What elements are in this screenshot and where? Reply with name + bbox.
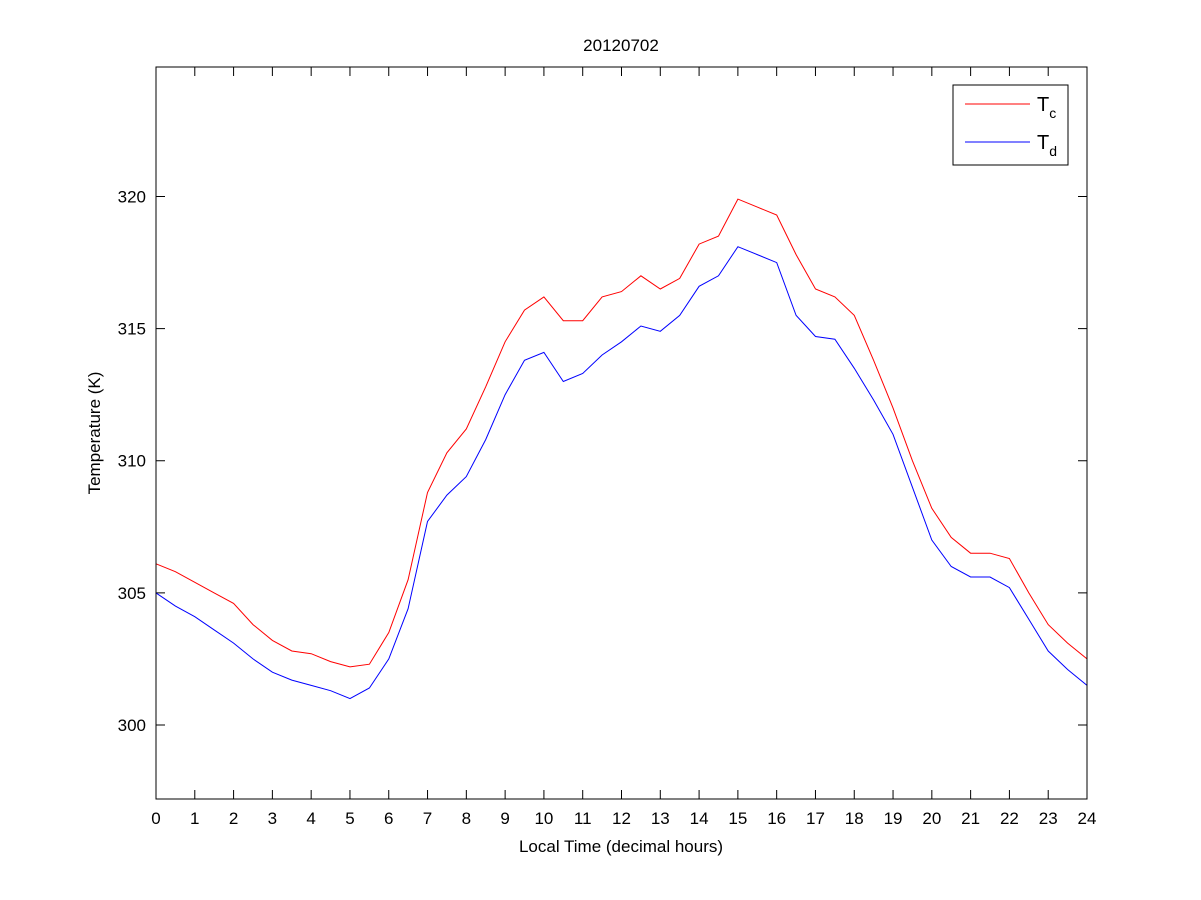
- x-tick-label: 4: [306, 809, 315, 828]
- legend-label-tc: Tc: [1037, 94, 1056, 121]
- x-tick-label: 24: [1078, 809, 1097, 828]
- y-tick-label: 315: [118, 320, 146, 339]
- x-tick-label: 3: [268, 809, 277, 828]
- x-tick-label: 11: [574, 809, 592, 828]
- x-tick-label: 7: [423, 809, 432, 828]
- x-tick-label: 21: [961, 809, 980, 828]
- x-tick-label: 14: [690, 809, 709, 828]
- x-tick-label: 20: [922, 809, 941, 828]
- y-tick-label: 320: [118, 187, 146, 206]
- series-line-td: [155, 246, 1088, 700]
- x-tick-label: 23: [1039, 809, 1058, 828]
- legend: Tc Td: [952, 84, 1069, 166]
- x-tick-label: 8: [462, 809, 471, 828]
- chart-title: 20120702: [583, 36, 659, 55]
- y-tick-label: 305: [118, 584, 146, 603]
- x-tick-label: 13: [651, 809, 670, 828]
- x-tick-label: 0: [151, 809, 160, 828]
- x-tick-label: 2: [229, 809, 238, 828]
- legend-box: [952, 84, 1069, 166]
- x-tick-label: 15: [728, 809, 747, 828]
- y-tick-label: 310: [118, 452, 146, 471]
- x-tick-label: 12: [612, 809, 631, 828]
- x-tick-label: 1: [190, 809, 199, 828]
- plot-frame: [155, 66, 1088, 800]
- series-line-tc: [155, 198, 1088, 668]
- x-tick-label: 17: [806, 809, 825, 828]
- y-tick-label: 300: [118, 716, 146, 735]
- legend-label-td: Td: [1037, 132, 1057, 159]
- x-tick-label: 9: [500, 809, 509, 828]
- x-tick-label: 5: [345, 809, 354, 828]
- x-tick-label: 19: [884, 809, 903, 828]
- x-tick-label: 22: [1000, 809, 1019, 828]
- x-tick-label: 18: [845, 809, 864, 828]
- x-tick-label: 10: [534, 809, 553, 828]
- x-tick-label: 6: [384, 809, 393, 828]
- y-axis-label: Temperature (K): [85, 372, 104, 495]
- x-axis-label: Local Time (decimal hours): [519, 837, 723, 856]
- x-tick-label: 16: [767, 809, 786, 828]
